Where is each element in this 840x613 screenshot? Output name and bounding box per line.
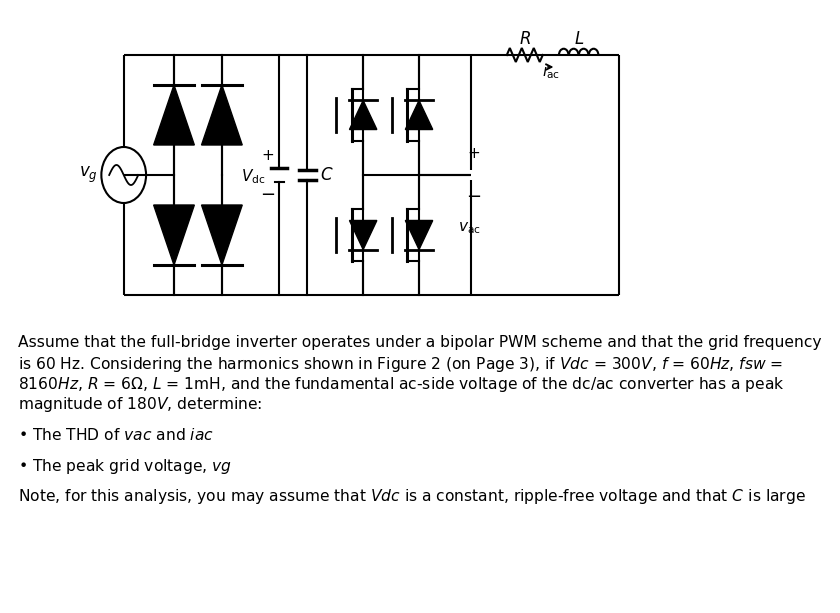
- Text: +: +: [261, 148, 274, 162]
- Polygon shape: [202, 85, 242, 145]
- Polygon shape: [349, 221, 377, 249]
- Text: +: +: [467, 145, 480, 161]
- Polygon shape: [406, 101, 433, 129]
- Text: $C$: $C$: [320, 167, 333, 183]
- Text: $R$: $R$: [519, 31, 531, 47]
- Polygon shape: [406, 221, 433, 249]
- Text: Note, for this analysis, you may assume that $Vdc$ is a constant, ripple-free vo: Note, for this analysis, you may assume …: [18, 487, 806, 506]
- Text: • The peak grid voltage, $vg$: • The peak grid voltage, $vg$: [18, 457, 232, 476]
- Text: Assume that the full-bridge inverter operates under a bipolar PWM scheme and tha: Assume that the full-bridge inverter ope…: [18, 335, 821, 350]
- Text: $L$: $L$: [574, 31, 584, 47]
- Polygon shape: [154, 85, 194, 145]
- Text: 8160$Hz$, $R$ = 6Ω, $L$ = 1mH, and the fundamental ac-side voltage of the dc/ac : 8160$Hz$, $R$ = 6Ω, $L$ = 1mH, and the f…: [18, 375, 785, 394]
- Polygon shape: [202, 205, 242, 265]
- Text: $v_g$: $v_g$: [79, 165, 97, 185]
- Text: −: −: [465, 188, 480, 206]
- Text: $v_{\mathrm{ac}}$: $v_{\mathrm{ac}}$: [458, 220, 480, 236]
- Text: −: −: [260, 186, 275, 204]
- Text: $i_{\mathrm{ac}}$: $i_{\mathrm{ac}}$: [542, 63, 559, 81]
- Text: magnitude of 180$V$, determine:: magnitude of 180$V$, determine:: [18, 395, 262, 414]
- Polygon shape: [349, 101, 377, 129]
- Polygon shape: [154, 205, 194, 265]
- Text: is 60 Hz. Considering the harmonics shown in Figure 2 (on Page 3), if $Vdc$ = 30: is 60 Hz. Considering the harmonics show…: [18, 355, 783, 374]
- Text: $V_{\mathrm{dc}}$: $V_{\mathrm{dc}}$: [240, 167, 265, 186]
- Text: • The THD of $vac$ and $iac$: • The THD of $vac$ and $iac$: [18, 427, 213, 443]
